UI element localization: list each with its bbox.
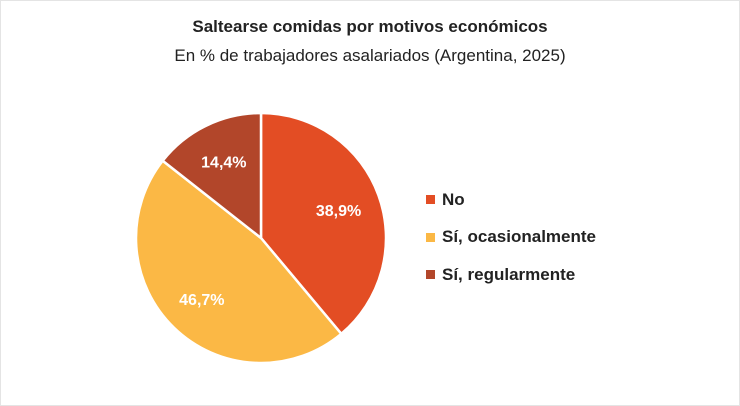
legend-label: Sí, ocasionalmente	[442, 227, 596, 247]
legend-swatch	[426, 232, 435, 242]
chart-title: Saltearse comidas por motivos económicos	[192, 17, 548, 36]
data-label-3: 14,4%	[201, 155, 246, 172]
legend-item: Sí, ocasionalmente	[426, 219, 596, 257]
pie-slice-3	[160, 111, 263, 241]
legend-item: No	[426, 181, 596, 219]
data-label-2: 46,7%	[179, 292, 224, 309]
legend-swatch	[426, 195, 435, 205]
pie-slice-2	[134, 159, 344, 365]
legend-swatch	[426, 270, 435, 280]
legend-label: Sí, regularmente	[442, 264, 576, 284]
legend-label: No	[442, 189, 465, 209]
legend: No Sí, ocasionalmente Sí, regularmente	[426, 181, 596, 294]
pie-slice-1	[259, 111, 388, 336]
legend-item: Sí, regularmente	[426, 256, 596, 294]
chart-subtitle: En % de trabajadores asalariados (Argent…	[174, 46, 566, 65]
data-label-1: 38,9%	[316, 203, 361, 220]
